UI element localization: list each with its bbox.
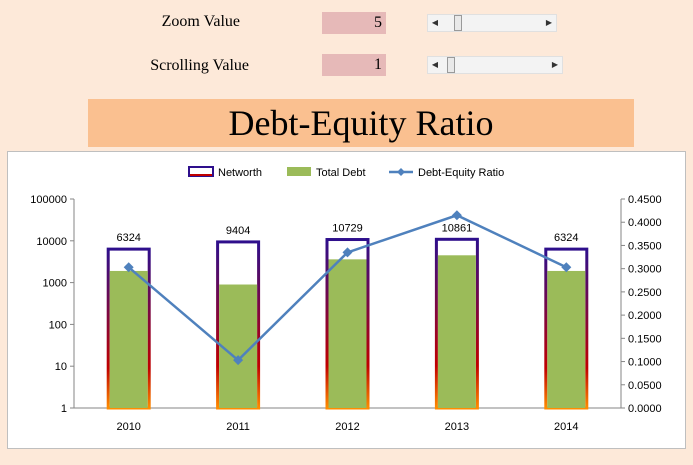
chart-title-band: Debt-Equity Ratio (88, 99, 634, 147)
combo-chart: Networth Total Debt Debt-Equity Ratio 1 10 1… (30, 166, 662, 433)
networth-data-label: 9404 (226, 225, 250, 237)
legend-swatch-total-debt (287, 167, 311, 176)
x-tick-label: 2011 (226, 421, 250, 433)
right-tick-label: 0.3500 (628, 240, 662, 252)
left-tick-label: 100000 (30, 194, 67, 206)
right-tick-label: 0.0000 (628, 403, 662, 415)
chart-area: Networth Total Debt Debt-Equity Ratio 1 10 1… (7, 151, 686, 449)
zoom-scrollbar[interactable]: ◀ ▶ (427, 14, 557, 32)
debt-equity-ratio-point (561, 262, 572, 273)
right-tick-label: 0.1500 (628, 333, 662, 345)
total-debt-bar (328, 259, 367, 408)
scrolling-label: Scrolling Value (150, 57, 249, 74)
left-tick-label: 1 (61, 403, 67, 415)
zoom-label: Zoom Value (161, 13, 240, 30)
networth-data-label: 6324 (554, 232, 578, 244)
debt-equity-ratio-point (451, 210, 462, 221)
chart-legend: Networth Total Debt Debt-Equity Ratio (188, 166, 504, 179)
right-tick-label: 0.2500 (628, 287, 662, 299)
total-debt-bar (547, 270, 586, 408)
legend-label-total-debt: Total Debt (316, 167, 366, 179)
networth-data-label: 10729 (332, 223, 363, 235)
scrolling-scrollbar[interactable]: ◀ ▶ (427, 56, 563, 74)
right-tick-label: 0.4500 (628, 194, 662, 206)
right-tick-label: 0.0500 (628, 380, 662, 392)
x-tick-label: 2010 (116, 421, 140, 433)
right-tick-label: 0.3000 (628, 264, 662, 276)
debt-equity-ratio-point (342, 247, 353, 258)
zoom-scroll-thumb[interactable] (454, 15, 462, 31)
debt-equity-ratio-point (123, 262, 134, 273)
x-tick-label: 2012 (335, 421, 359, 433)
debt-equity-ratio-point (233, 355, 244, 366)
right-tick-label: 0.1000 (628, 357, 662, 369)
legend-swatch-ratio-marker (397, 168, 405, 176)
chart-line (123, 210, 572, 366)
zoom-value[interactable]: 5 (322, 12, 386, 34)
total-debt-bar (437, 255, 476, 408)
left-tick-label: 10000 (36, 236, 67, 248)
right-tick-label: 0.2000 (628, 310, 662, 322)
scroll-right-arrow-icon[interactable]: ▶ (551, 60, 559, 69)
left-tick-label: 1000 (43, 278, 67, 290)
scroll-left-arrow-icon[interactable]: ◀ (431, 18, 439, 27)
chart-title: Debt-Equity Ratio (228, 103, 494, 143)
networth-data-label: 6324 (116, 232, 140, 244)
left-tick-label: 100 (49, 319, 67, 331)
left-tick-label: 10 (55, 361, 67, 373)
scrolling-scroll-thumb[interactable] (447, 57, 455, 73)
networth-data-label: 10861 (442, 222, 473, 234)
x-tick-label: 2013 (445, 421, 469, 433)
chart-bars (106, 237, 589, 410)
total-debt-bar (109, 270, 148, 408)
scrolling-value[interactable]: 1 (322, 54, 386, 76)
right-tick-label: 0.4000 (628, 217, 662, 229)
legend-label-networth: Networth (218, 167, 262, 179)
chart-data-labels: 6324 9404 10729 10861 6324 (116, 222, 578, 244)
x-tick-label: 2014 (554, 421, 578, 433)
legend-label-ratio: Debt-Equity Ratio (418, 167, 504, 179)
scroll-left-arrow-icon[interactable]: ◀ (431, 60, 439, 69)
legend-swatch-networth-base (190, 174, 212, 176)
scroll-right-arrow-icon[interactable]: ▶ (545, 18, 553, 27)
